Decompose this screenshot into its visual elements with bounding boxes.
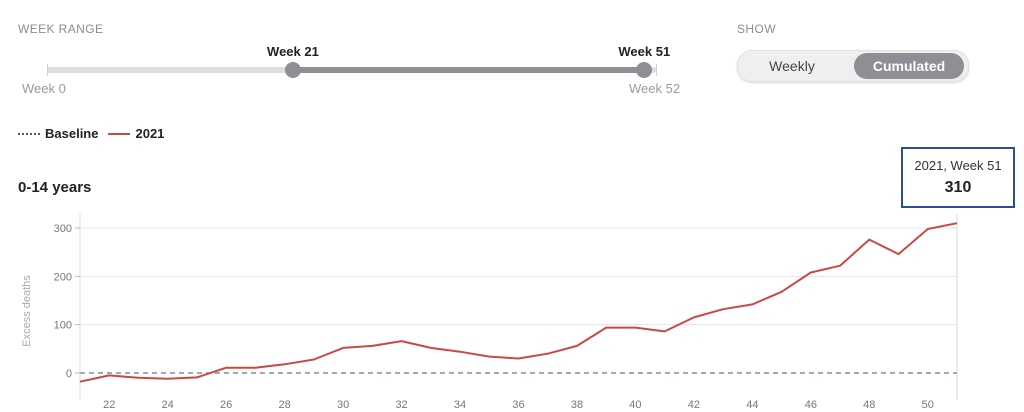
x-tick-label: 50 <box>922 399 934 411</box>
slider-end-tick <box>656 64 657 76</box>
y-axis-label: Excess deaths <box>21 275 33 347</box>
x-tick-label: 32 <box>395 399 407 411</box>
weekly-button[interactable]: Weekly <box>769 58 815 74</box>
slider-min-label: Week 0 <box>22 81 66 96</box>
tooltip-value: 310 <box>944 179 972 196</box>
slider-selected-range <box>292 67 645 73</box>
slider-max-label: Week 52 <box>629 81 681 96</box>
series-2021-line <box>79 222 958 383</box>
slider-start-tick <box>47 64 48 76</box>
slider-end-handle[interactable] <box>636 62 653 78</box>
chart-legend: Baseline 2021 <box>18 126 174 141</box>
x-tick-label: 22 <box>103 399 115 411</box>
series-swatch-icon <box>108 132 131 135</box>
x-tick-label: 26 <box>220 399 232 411</box>
tooltip-header: 2021, Week 51 <box>914 158 1002 173</box>
week-range-slider[interactable]: Week 21 Week 51 Week 0 Week 52 <box>18 40 698 100</box>
legend-item-baseline[interactable]: Baseline <box>18 126 98 141</box>
x-tick-label: 42 <box>688 399 700 411</box>
x-tick-label: 30 <box>337 399 349 411</box>
slider-start-handle[interactable] <box>284 62 301 78</box>
slider-start-label: Week 21 <box>267 44 319 59</box>
x-tick-label: 40 <box>629 399 641 411</box>
x-tick-label: 48 <box>863 399 875 411</box>
x-tick-label: 24 <box>162 399 174 411</box>
x-tick-label: 34 <box>454 399 466 411</box>
slider-end-label: Week 51 <box>618 44 671 59</box>
x-tick-label: 44 <box>746 399 758 411</box>
legend-item-2021[interactable]: 2021 <box>108 126 164 141</box>
x-tick-label: 46 <box>805 399 817 411</box>
show-label: SHOW <box>737 22 776 36</box>
legend-series-label: 2021 <box>135 126 165 141</box>
y-tick-label: 300 <box>54 223 72 235</box>
y-tick-label: 100 <box>54 320 72 332</box>
y-tick-label: 200 <box>54 271 72 283</box>
chart-tooltip: 2021, Week 51 310 <box>901 147 1015 208</box>
chart-title: 0-14 years <box>18 179 92 196</box>
y-tick-label: 0 <box>66 368 72 380</box>
x-tick-label: 36 <box>512 399 524 411</box>
x-tick-label: 38 <box>571 399 583 411</box>
baseline-swatch-icon <box>18 132 40 135</box>
x-tick-label: 28 <box>279 399 291 411</box>
cumulated-button[interactable]: Cumulated <box>854 53 964 79</box>
week-range-label: WEEK RANGE <box>18 22 104 36</box>
legend-baseline-label: Baseline <box>45 126 99 141</box>
show-toggle[interactable]: Weekly Cumulated <box>737 50 969 82</box>
